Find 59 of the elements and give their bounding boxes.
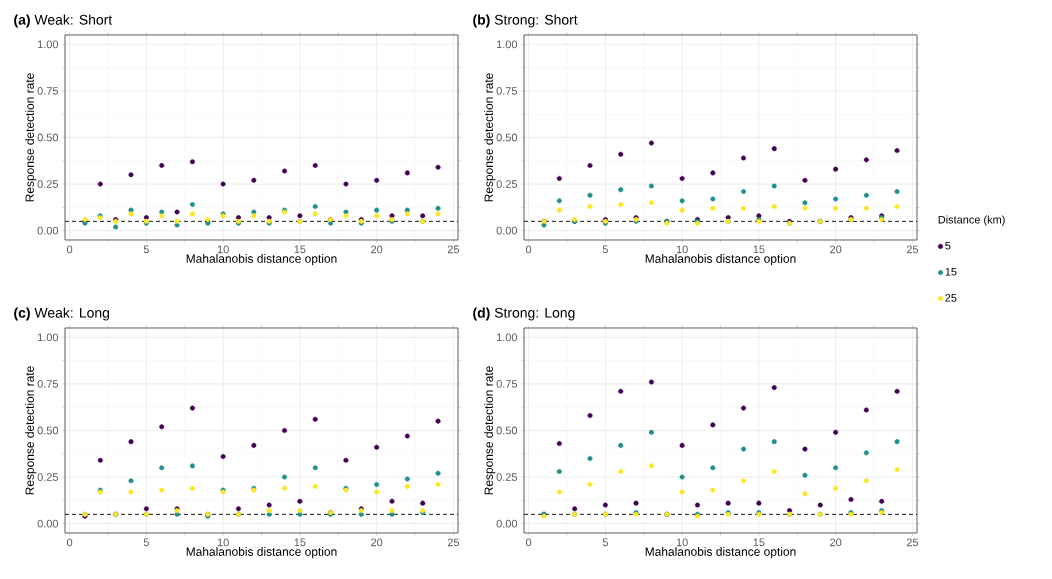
x-tick-label: 15 bbox=[753, 245, 765, 254]
x-axis-title: Mahalanobis distance option bbox=[186, 254, 337, 266]
x-tick-label: 10 bbox=[217, 538, 229, 547]
y-tick-label: 0.00 bbox=[37, 226, 59, 235]
x-tick-label: 5 bbox=[143, 245, 149, 254]
x-tick-label: 25 bbox=[447, 245, 460, 254]
y-axis-title: Response detection rate bbox=[484, 366, 496, 495]
x-tick-label: 15 bbox=[294, 538, 306, 547]
y-tick-label: 1.00 bbox=[496, 40, 518, 49]
x-tick-label: 10 bbox=[217, 245, 229, 254]
chart-title: (b) Strong: Short bbox=[473, 14, 578, 28]
y-axis-title: Response detection rate bbox=[25, 366, 37, 495]
y-tick-label: 1.00 bbox=[37, 333, 59, 342]
y-tick-label: 0.50 bbox=[37, 133, 59, 142]
y-tick-label: 0.75 bbox=[496, 87, 518, 95]
x-tick-label: 25 bbox=[906, 245, 919, 254]
y-tick-label: 1.00 bbox=[37, 40, 59, 49]
x-tick-label: 20 bbox=[830, 538, 842, 547]
x-axis-title: Mahalanobis distance option bbox=[186, 547, 337, 559]
y-tick-label: 0.50 bbox=[496, 426, 518, 435]
x-tick-label: 5 bbox=[602, 538, 608, 547]
x-axis-title: Mahalanobis distance option bbox=[645, 547, 796, 559]
x-tick-label: 0 bbox=[525, 245, 532, 254]
chart-title: (d) Strong: Long bbox=[473, 307, 575, 321]
y-tick-label: 0.50 bbox=[37, 426, 59, 435]
y-tick-label: 0.25 bbox=[496, 180, 518, 188]
x-tick-label: 25 bbox=[906, 538, 919, 547]
chart-title: (c) Weak: Long bbox=[14, 307, 109, 321]
x-tick-label: 0 bbox=[525, 538, 532, 547]
x-tick-label: 10 bbox=[676, 538, 688, 547]
y-tick-label: 0.75 bbox=[37, 87, 59, 95]
x-tick-label: 0 bbox=[66, 538, 73, 547]
y-tick-label: 0.75 bbox=[496, 380, 518, 388]
y-tick-label: 1.00 bbox=[496, 333, 518, 342]
x-tick-label: 5 bbox=[602, 245, 608, 254]
x-tick-label: 20 bbox=[830, 245, 842, 254]
x-tick-label: 5 bbox=[143, 538, 149, 547]
x-tick-label: 10 bbox=[676, 245, 688, 254]
x-tick-label: 15 bbox=[294, 245, 306, 254]
y-axis-title: Response detection rate bbox=[25, 73, 37, 202]
legend-title: Distance (km) bbox=[938, 215, 1005, 226]
y-tick-label: 0.00 bbox=[37, 519, 59, 528]
x-tick-label: 15 bbox=[753, 538, 765, 547]
y-tick-label: 0.00 bbox=[496, 519, 518, 528]
legend-label: 15 bbox=[945, 267, 957, 276]
legend-label: 25 bbox=[945, 293, 957, 302]
y-tick-label: 0.00 bbox=[496, 226, 518, 235]
x-tick-label: 20 bbox=[371, 538, 383, 547]
y-tick-label: 0.75 bbox=[37, 380, 59, 388]
y-tick-label: 0.50 bbox=[496, 133, 518, 142]
y-tick-label: 0.25 bbox=[37, 473, 59, 481]
y-tick-label: 0.25 bbox=[37, 180, 59, 188]
x-tick-label: 20 bbox=[371, 245, 383, 254]
y-tick-label: 0.25 bbox=[496, 473, 518, 481]
y-axis-title: Response detection rate bbox=[484, 73, 496, 202]
x-tick-label: 25 bbox=[447, 538, 460, 547]
x-axis-title: Mahalanobis distance option bbox=[645, 254, 796, 266]
chart-title: (a) Weak: Short bbox=[14, 14, 113, 28]
x-tick-label: 0 bbox=[66, 245, 73, 254]
